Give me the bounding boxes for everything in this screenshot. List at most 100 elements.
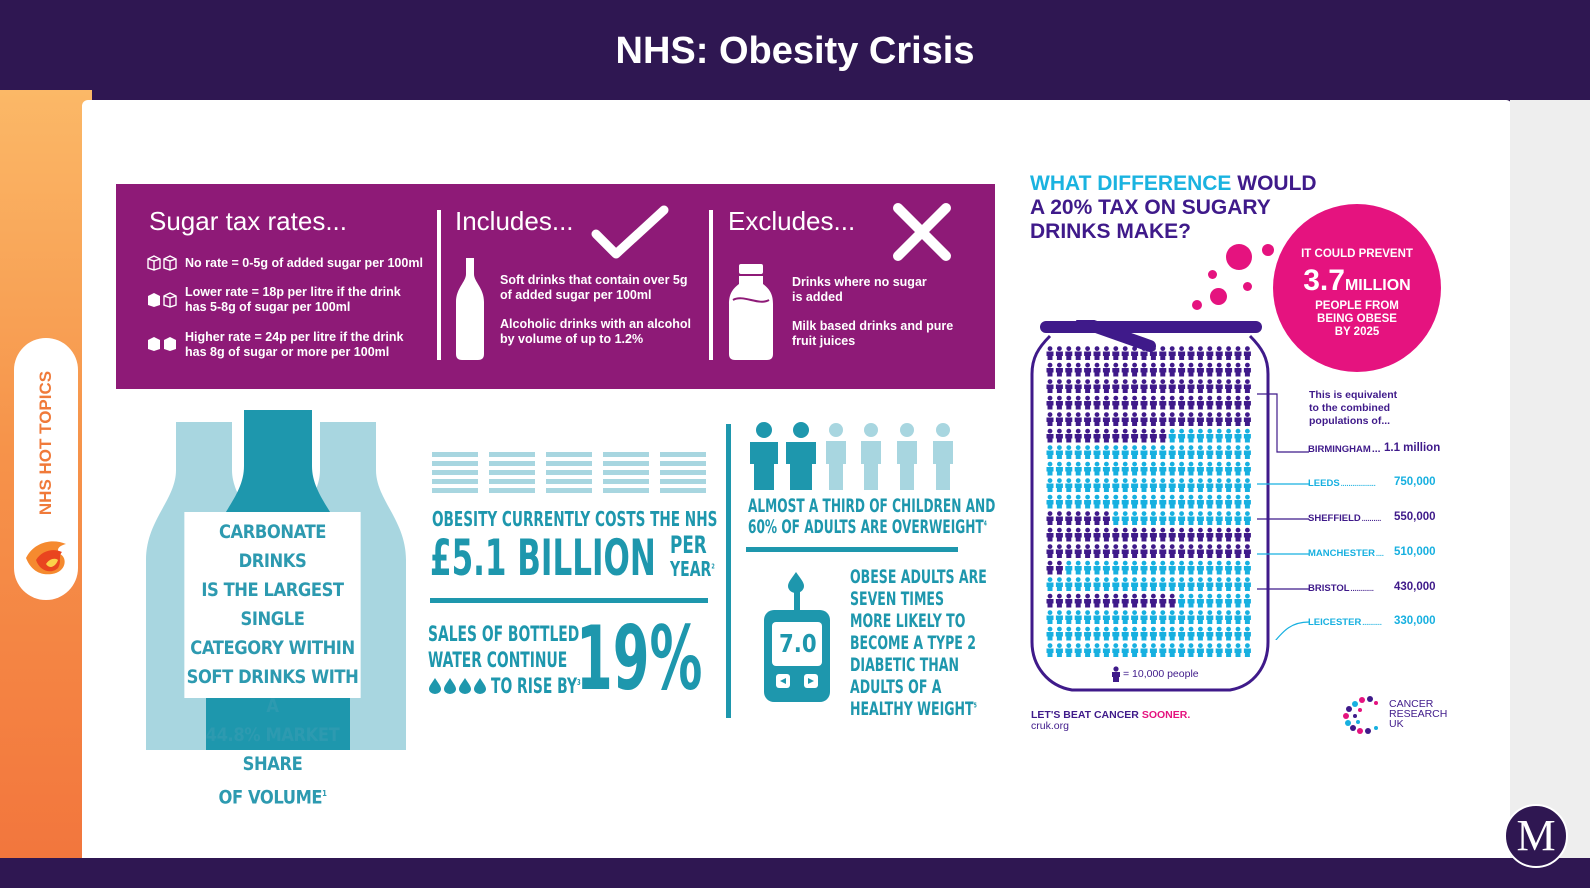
person-icon — [1055, 379, 1063, 393]
person-icon — [1159, 478, 1167, 492]
person-icon — [1215, 379, 1223, 393]
person-icon — [1121, 412, 1129, 426]
person-icon — [1196, 626, 1204, 641]
person-icon — [1084, 395, 1092, 410]
person-icon — [1225, 428, 1233, 443]
cruk-url[interactable]: cruk.org — [1031, 720, 1069, 732]
person-icon — [1234, 346, 1242, 360]
person-icon — [1159, 610, 1167, 624]
person-icon — [1196, 395, 1204, 410]
person-icon — [1046, 379, 1054, 393]
person-icon — [1168, 511, 1176, 525]
person-icon — [1206, 395, 1214, 410]
person-icon — [1102, 610, 1110, 624]
person-icon — [1140, 593, 1148, 608]
includes-2b: by volume of up to 1.2% — [500, 332, 644, 346]
city-value: 510,000 — [1394, 546, 1436, 558]
person-icon — [1112, 577, 1120, 591]
question-text: WOULD — [1231, 172, 1317, 195]
person-icon — [1196, 445, 1204, 459]
person-icon — [1065, 494, 1073, 509]
brand-logo[interactable]: M — [1504, 804, 1568, 868]
person-icon — [1196, 478, 1204, 492]
person-icon — [1093, 560, 1101, 575]
legend-text: = 10,000 people — [1123, 668, 1199, 680]
cost-amount: £5.1 BILLION — [430, 529, 656, 587]
person-icon — [1178, 445, 1186, 459]
person-icon — [1093, 379, 1101, 393]
person-icon — [1234, 445, 1242, 459]
person-icon — [1243, 379, 1251, 393]
person-icon — [1149, 560, 1157, 575]
person-icon — [1046, 643, 1054, 657]
person-icon — [1074, 461, 1082, 476]
person-icon — [1084, 412, 1092, 426]
person-icon — [1102, 494, 1110, 509]
person-icon — [1206, 346, 1214, 360]
person-icon — [1225, 478, 1233, 492]
city-dots: .... — [1376, 551, 1384, 558]
city-row-bristol: BRISTOL............ 430,000 — [1308, 581, 1436, 594]
person-icon — [1234, 494, 1242, 509]
person-icon — [1084, 577, 1092, 591]
person-icon — [1065, 593, 1073, 608]
person-icon — [1055, 511, 1063, 525]
person-icon — [1102, 346, 1110, 360]
includes-1b: of added sugar per 100ml — [500, 288, 652, 302]
person-icon — [1149, 478, 1157, 492]
right-grey-strip — [1510, 100, 1590, 870]
person-icon — [1168, 494, 1176, 509]
person-icon — [1149, 379, 1157, 393]
person-icon — [1093, 544, 1101, 558]
bubble — [1262, 244, 1274, 256]
prevent-circle: IT COULD PREVENT 3.7MILLION PEOPLE FROM … — [1273, 204, 1441, 372]
children-line-2: 60% OF ADULTS ARE OVERWEIGHT4 — [748, 518, 987, 537]
person-icon — [1102, 412, 1110, 426]
person-icon — [1131, 379, 1139, 393]
diabetic-line-text: HEALTHY WEIGHT — [850, 698, 974, 720]
person-icon — [1168, 478, 1176, 492]
person-icon — [1234, 461, 1242, 476]
person-icon — [1243, 362, 1251, 377]
person-icon — [1140, 395, 1148, 410]
person-icon — [1196, 494, 1204, 509]
person-icon — [1074, 511, 1082, 525]
person-icon — [1065, 527, 1073, 542]
person-icon — [1225, 511, 1233, 525]
people-icons — [750, 422, 953, 490]
person-icon — [1187, 527, 1195, 542]
cost-year: YEAR2 — [670, 559, 715, 579]
person-icon — [1225, 643, 1233, 657]
equiv-line: populations of... — [1309, 415, 1391, 427]
tagline-text: LET'S BEAT CANCER — [1031, 709, 1142, 721]
logo-line: RESEARCH — [1389, 708, 1448, 720]
person-icon — [1225, 494, 1233, 509]
person-icon — [1093, 395, 1101, 410]
footnote-ref: 2 — [711, 562, 715, 571]
city-value: 430,000 — [1394, 581, 1436, 593]
person-icon — [1121, 494, 1129, 509]
person-icon — [1074, 379, 1082, 393]
person-icon — [1121, 445, 1129, 459]
person-icon — [1084, 643, 1092, 657]
connector-lines — [1257, 393, 1310, 640]
person-icon — [1159, 544, 1167, 558]
person-icon — [1093, 577, 1101, 591]
person-icon — [1206, 362, 1214, 377]
person-icon — [1159, 346, 1167, 360]
city-value: 330,000 — [1394, 615, 1436, 627]
person-icon — [1055, 494, 1063, 509]
person-icon — [1131, 560, 1139, 575]
person-icon — [1187, 577, 1195, 591]
person-icon — [1074, 610, 1082, 624]
person-icon — [1206, 527, 1214, 542]
person-icon — [1102, 626, 1110, 641]
diabetic-line: BECOME A TYPE 2 — [850, 632, 976, 654]
person-icon — [1243, 478, 1251, 492]
person-icon — [1131, 494, 1139, 509]
person-icon — [1084, 445, 1092, 459]
person-icon — [1131, 362, 1139, 377]
person-icon — [1131, 346, 1139, 360]
person-icon — [1084, 379, 1092, 393]
person-icon — [1215, 560, 1223, 575]
